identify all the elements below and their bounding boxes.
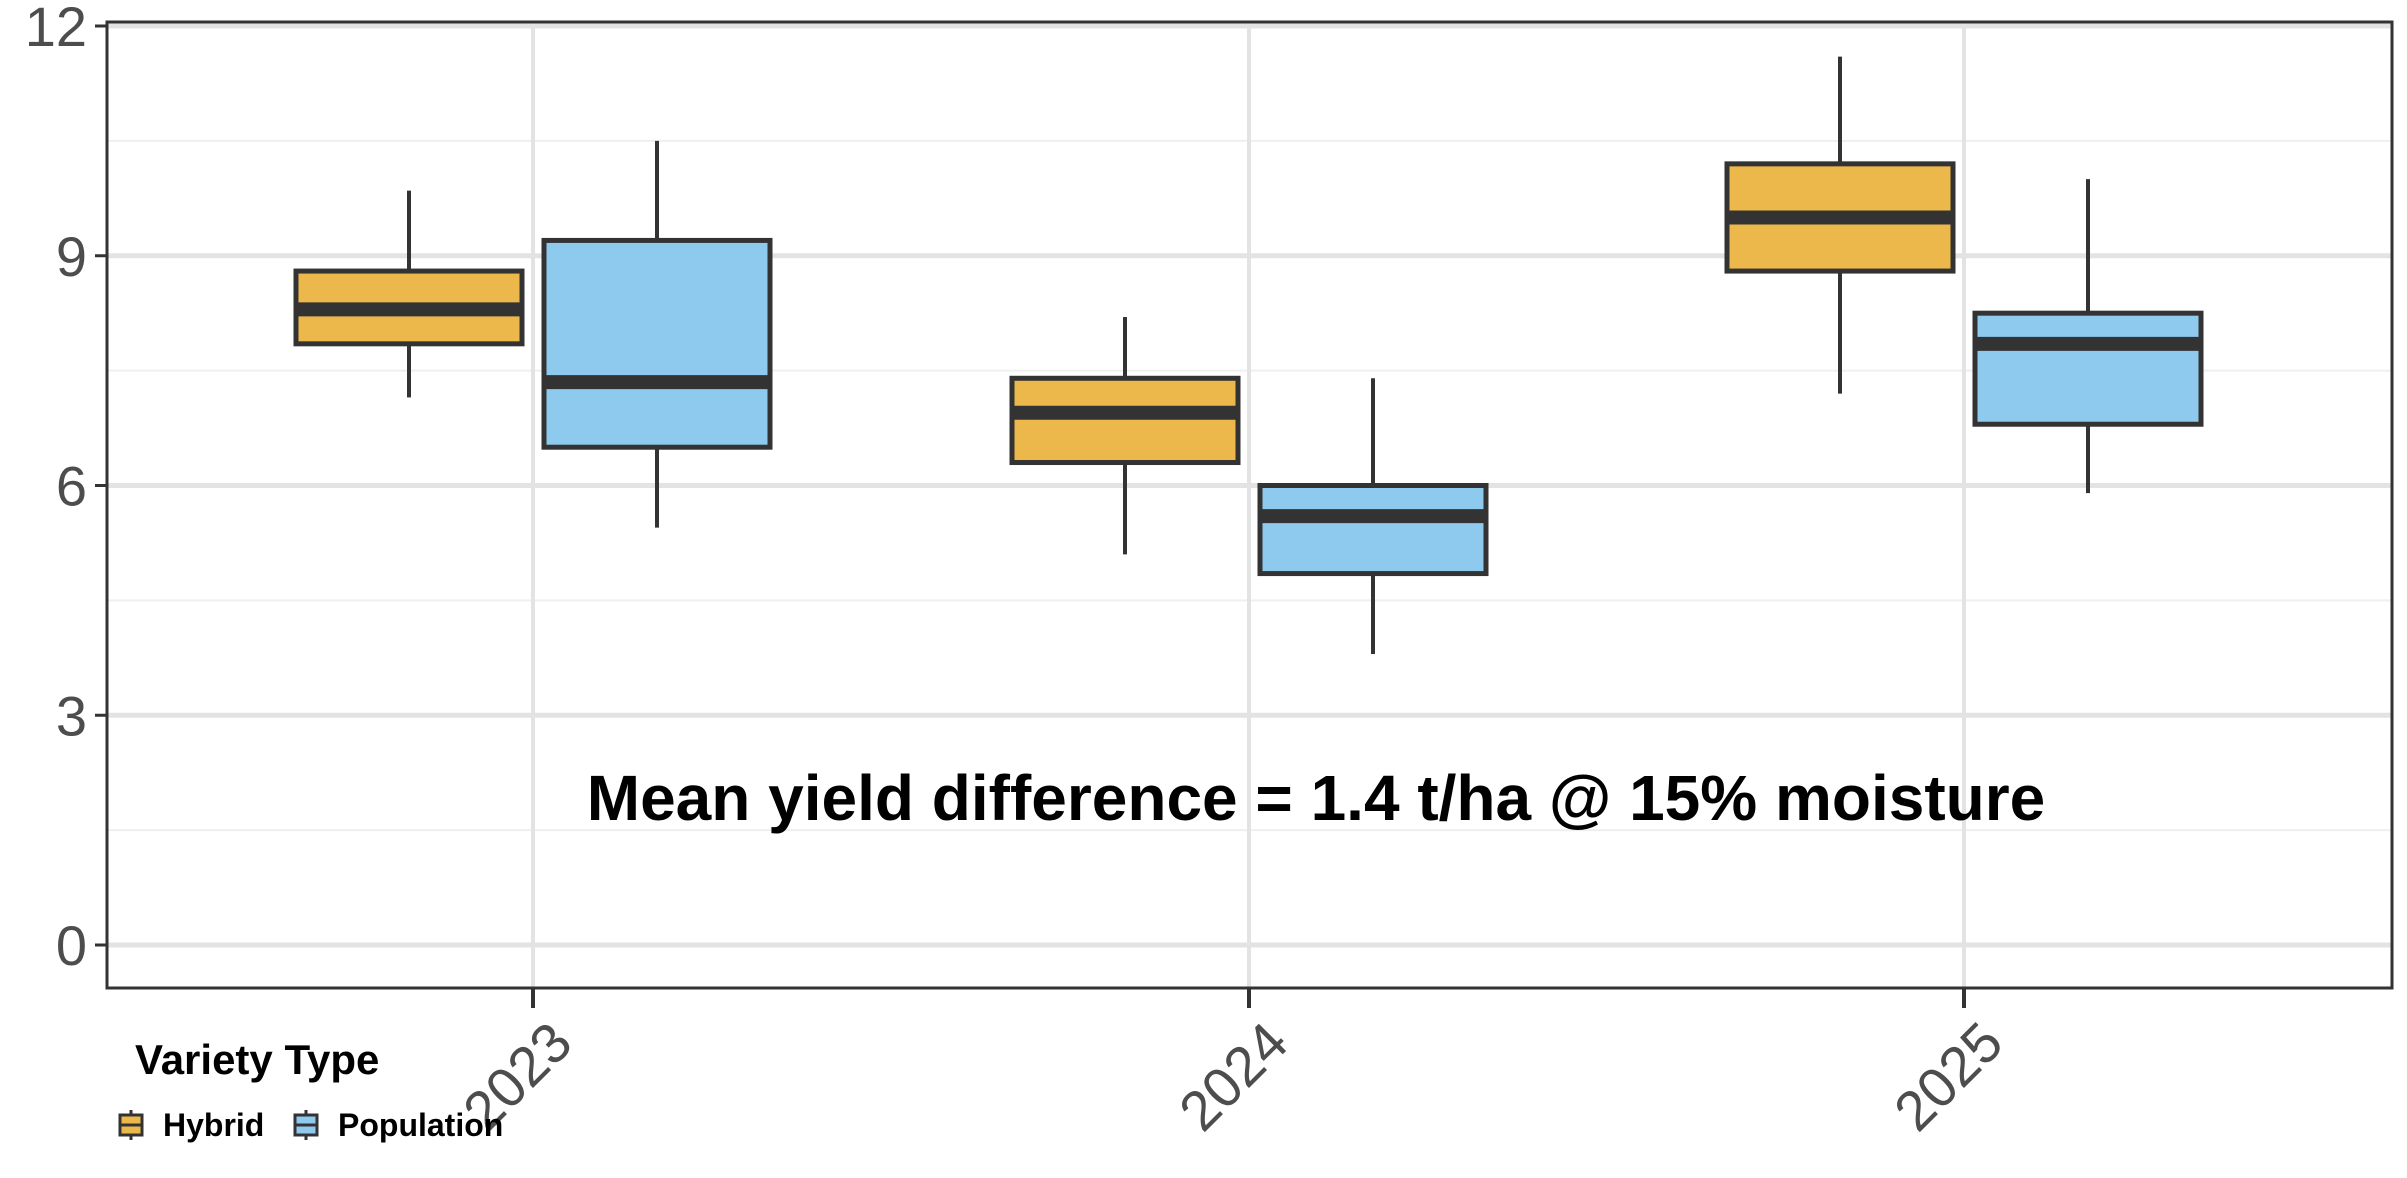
legend-item-hybrid: Hybrid [118, 1107, 264, 1143]
x-tick-label: 2024 [1167, 1010, 1300, 1143]
box-population-2025 [1972, 179, 2204, 494]
legend-key-hybrid [118, 1110, 144, 1140]
legend: Variety Type Hybrid Population [118, 1036, 503, 1143]
legend-key-population [293, 1110, 319, 1140]
box-hybrid-2023 [293, 190, 525, 398]
y-tick-label: 6 [56, 455, 87, 518]
legend-title: Variety Type [135, 1036, 379, 1083]
box-body [1009, 375, 1241, 466]
box-hybrid-2025 [1724, 56, 1956, 394]
grid-lines [107, 22, 2392, 988]
box-population-2023 [541, 140, 773, 528]
box-body [541, 237, 773, 450]
legend-item-population: Population [293, 1107, 503, 1143]
boxes [293, 56, 2204, 654]
box-body [1257, 483, 1489, 577]
x-tick-label: 2025 [1882, 1010, 2015, 1143]
box-body [1972, 310, 2204, 427]
legend-label-hybrid: Hybrid [163, 1107, 264, 1143]
y-tick-label: 0 [56, 914, 87, 977]
y-tick-label: 12 [25, 0, 87, 58]
box-population-2024 [1257, 378, 1489, 654]
legend-label-population: Population [338, 1107, 503, 1143]
box-hybrid-2024 [1009, 317, 1241, 555]
annotation-text: Mean yield difference = 1.4 t/ha @ 15% m… [587, 762, 2045, 834]
y-tick-label: 3 [56, 684, 87, 747]
y-tick-label: 9 [56, 225, 87, 288]
